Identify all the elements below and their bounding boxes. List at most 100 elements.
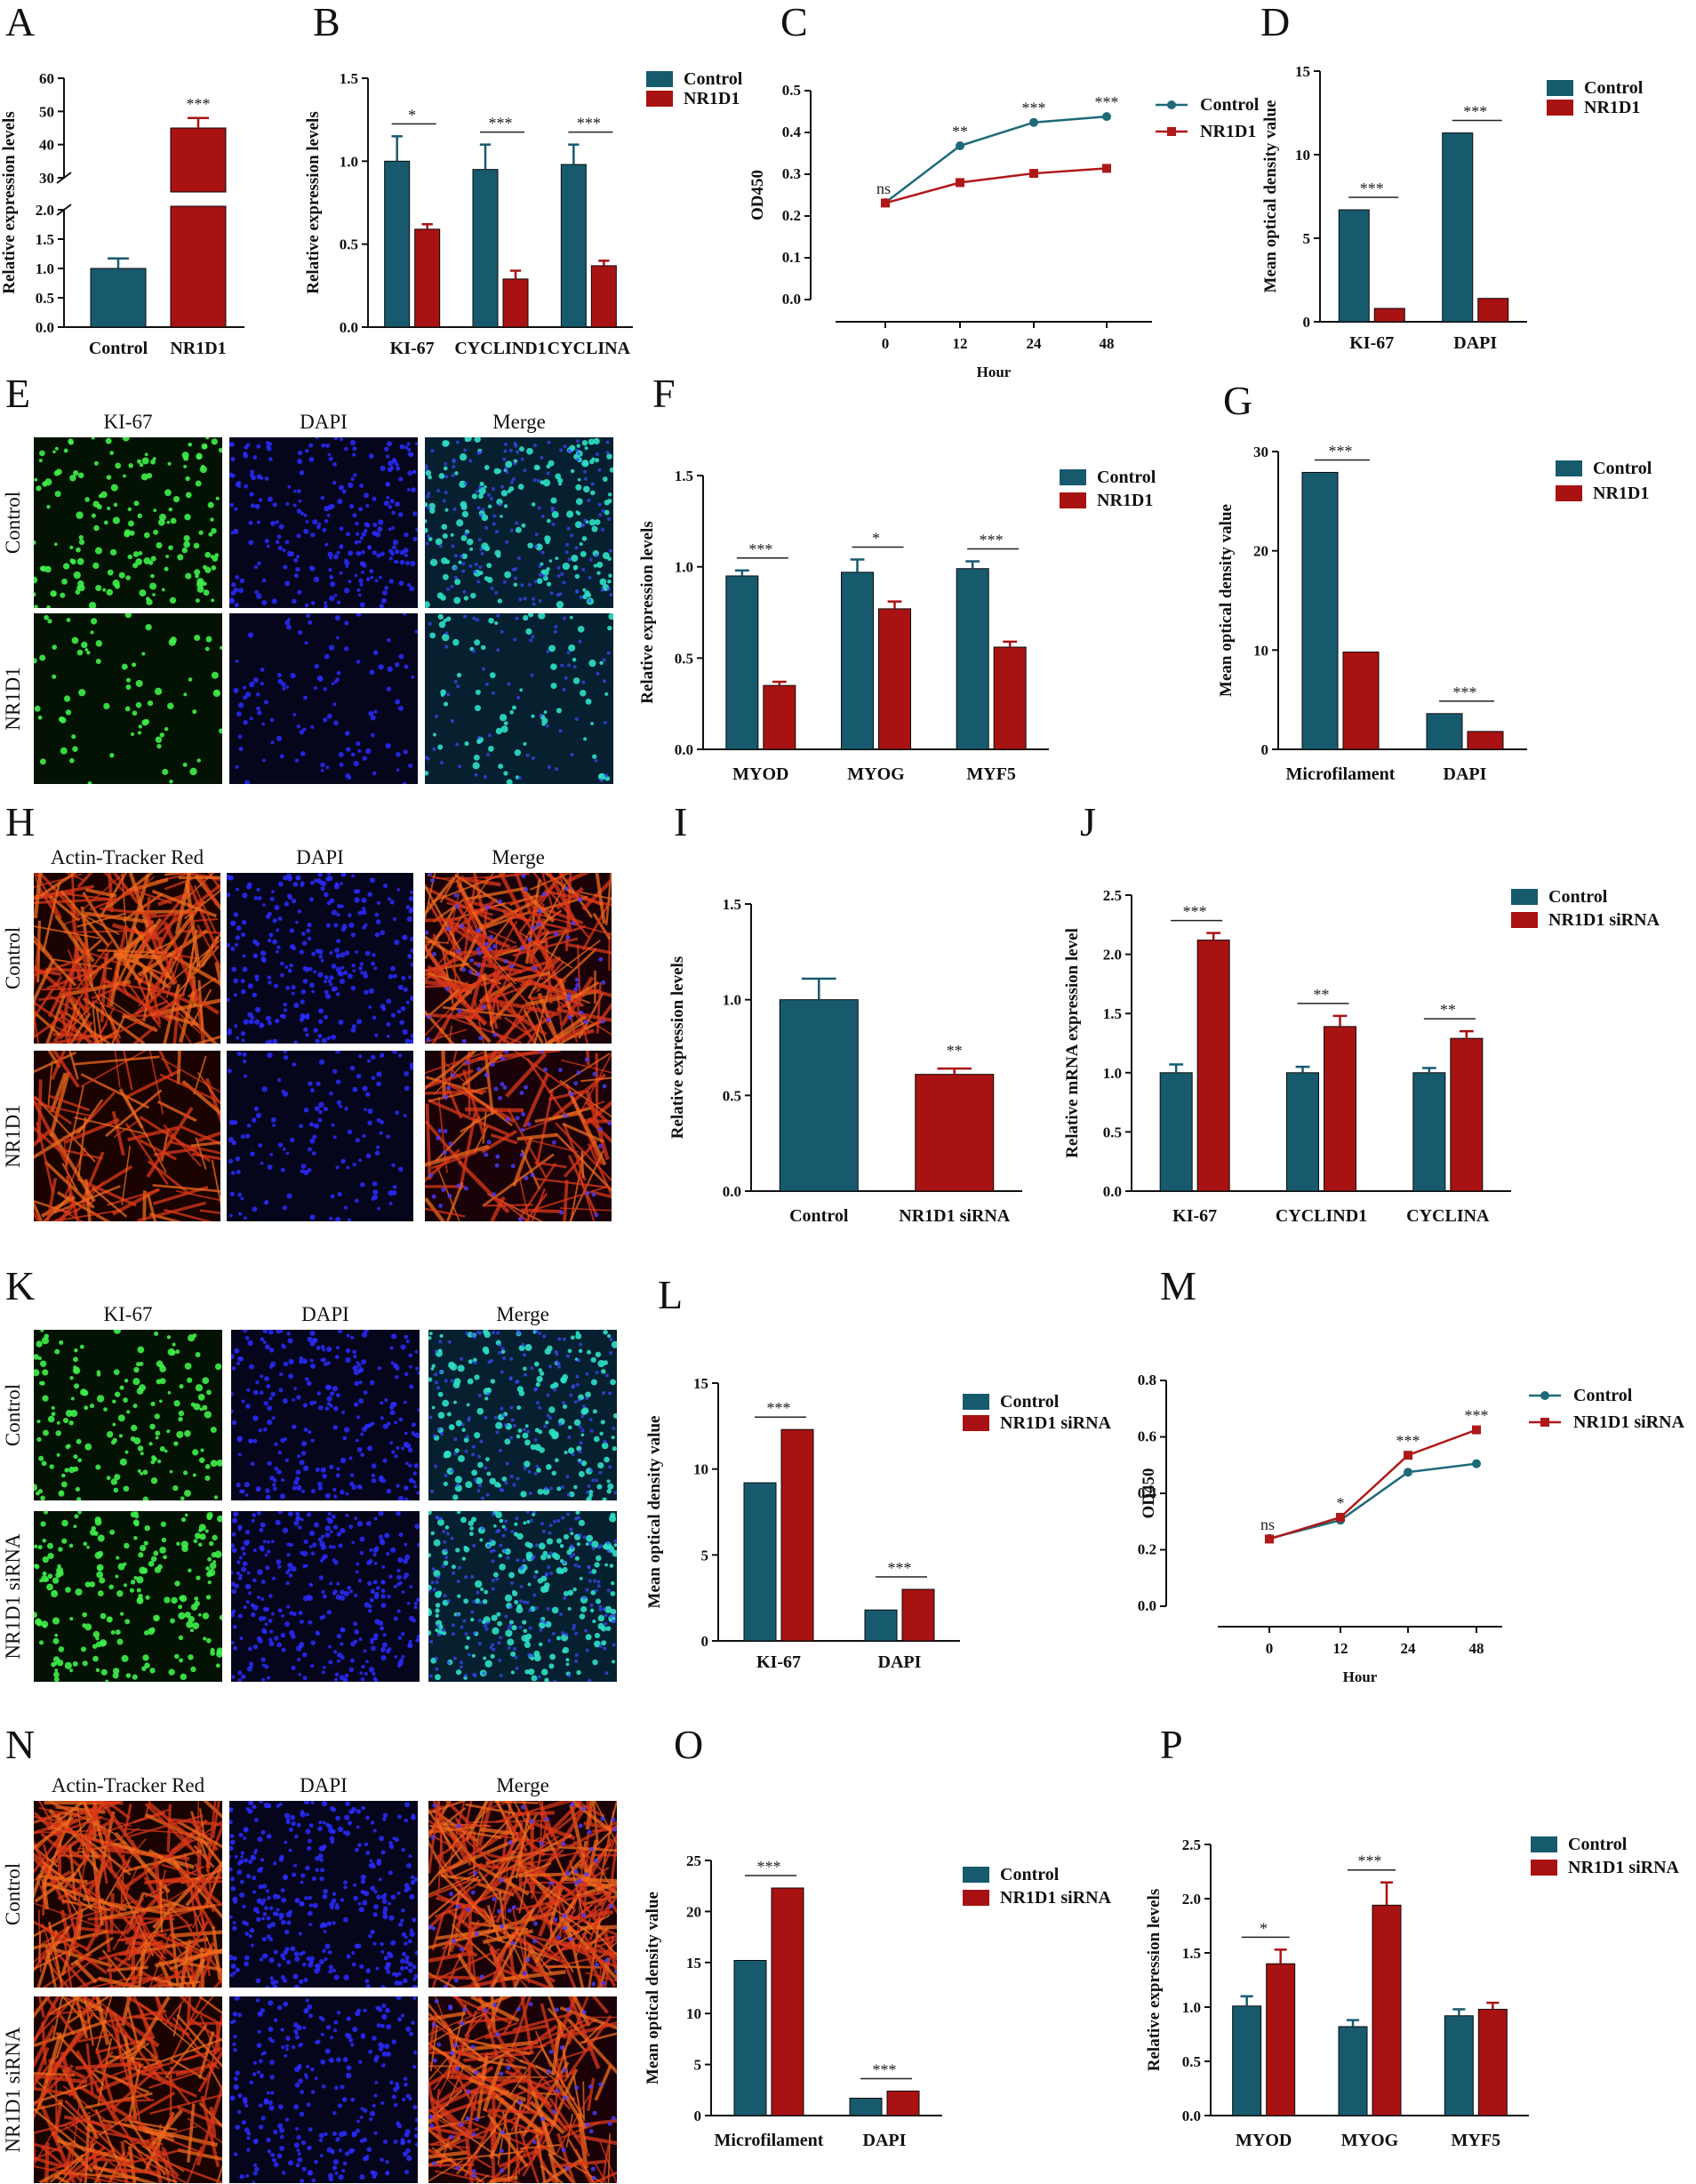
nucleus: [260, 950, 267, 956]
nucleus: [228, 1119, 236, 1125]
nucleus: [240, 1134, 245, 1140]
nucleus: [515, 1116, 520, 1121]
fiber: [120, 1854, 125, 1912]
fiber: [535, 1177, 612, 1189]
cell-spot: [508, 1620, 514, 1625]
cell-spot: [527, 1542, 533, 1548]
cell-spot: [105, 1679, 109, 1682]
nucleus: [359, 1671, 364, 1675]
cell-spot: [52, 1637, 60, 1644]
nucleus: [356, 740, 361, 747]
nucleus: [607, 517, 612, 522]
nucleus: [337, 1192, 342, 1197]
cell-spot: [127, 554, 133, 560]
nucleus: [242, 1059, 247, 1064]
nucleus: [551, 1140, 556, 1145]
nucleus: [284, 580, 291, 587]
nucleus: [277, 678, 284, 684]
y-axis-label: Relative expression levels: [668, 956, 687, 1139]
nucleus: [492, 1331, 496, 1335]
cell-spot: [139, 1566, 147, 1574]
nucleus: [300, 1169, 305, 1174]
cell-spot: [61, 1473, 66, 1478]
fiber: [532, 1185, 609, 1212]
cell-spot: [40, 1330, 44, 1332]
nucleus: [232, 1921, 236, 1924]
fiber: [132, 1924, 167, 1955]
cell-spot: [611, 1436, 615, 1440]
nucleus: [362, 1085, 368, 1092]
y-tick-label: 15: [686, 1955, 701, 1972]
cell-spot: [493, 1481, 500, 1488]
nucleus: [383, 500, 389, 507]
cell-spot: [100, 1612, 107, 1620]
nucleus: [280, 1477, 285, 1483]
image-content: [34, 873, 220, 1044]
nucleus: [609, 1350, 613, 1355]
cell-spot: [480, 644, 486, 651]
image-content: [425, 1051, 612, 1221]
fiber: [425, 917, 461, 923]
nucleus: [261, 722, 265, 726]
fiber: [112, 873, 140, 905]
fiber: [115, 1883, 148, 1915]
nucleus: [277, 1450, 282, 1455]
nucleus: [471, 649, 476, 653]
nucleus: [404, 1572, 410, 1579]
nucleus: [335, 1815, 340, 1821]
cell-spot: [198, 1457, 205, 1463]
panel-letter-K: K: [5, 1263, 35, 1308]
fiber: [142, 967, 155, 1000]
nucleus: [340, 544, 343, 548]
fiber: [195, 1137, 207, 1170]
y-tick-label: 10: [1253, 642, 1268, 659]
cell-spot: [119, 1612, 124, 1616]
nucleus: [308, 1620, 313, 1625]
nucleus: [356, 1415, 361, 1420]
nucleus: [463, 532, 468, 536]
nucleus: [453, 575, 458, 580]
nucleus: [370, 1640, 374, 1644]
nucleus: [315, 437, 319, 440]
cell-spot: [135, 701, 142, 708]
nucleus: [232, 1956, 237, 1961]
nucleus: [491, 1643, 495, 1647]
fiber: [161, 1863, 201, 1877]
nucleus: [407, 1939, 412, 1944]
cell-spot: [184, 1429, 191, 1437]
nucleus: [308, 1430, 312, 1435]
cell-spot: [604, 1605, 612, 1613]
cell-spot: [611, 1580, 615, 1586]
bar: [1444, 2015, 1474, 2116]
nucleus: [404, 1542, 408, 1547]
bar: [1372, 1904, 1402, 2116]
nucleus: [244, 1932, 250, 1936]
cell-spot: [94, 1551, 102, 1559]
nucleus: [262, 1912, 268, 1916]
nucleus: [410, 890, 413, 894]
cell-spot: [491, 1614, 498, 1621]
cell-spot: [594, 458, 600, 463]
fiber: [112, 1188, 160, 1216]
fiber: [425, 944, 447, 980]
nucleus: [556, 573, 561, 578]
nucleus: [599, 778, 604, 782]
cell-spot: [56, 1452, 60, 1457]
legend-swatch: [963, 1890, 989, 1906]
cell-spot: [98, 493, 103, 499]
cell-spot: [482, 1598, 488, 1604]
data-point: [1102, 164, 1111, 173]
nucleus: [472, 1543, 476, 1548]
cell-spot: [441, 524, 448, 531]
cell-spot: [546, 566, 550, 572]
nucleus: [242, 1904, 246, 1909]
nucleus: [319, 1540, 325, 1547]
fiber: [197, 1949, 215, 1988]
nucleus: [589, 1468, 594, 1473]
y-axis-label: Relative expression levels: [1145, 1889, 1164, 2071]
nucleus: [333, 923, 339, 928]
nucleus: [265, 1889, 269, 1893]
fiber: [560, 976, 595, 1027]
fiber: [521, 1208, 562, 1213]
nucleus: [310, 1640, 316, 1645]
